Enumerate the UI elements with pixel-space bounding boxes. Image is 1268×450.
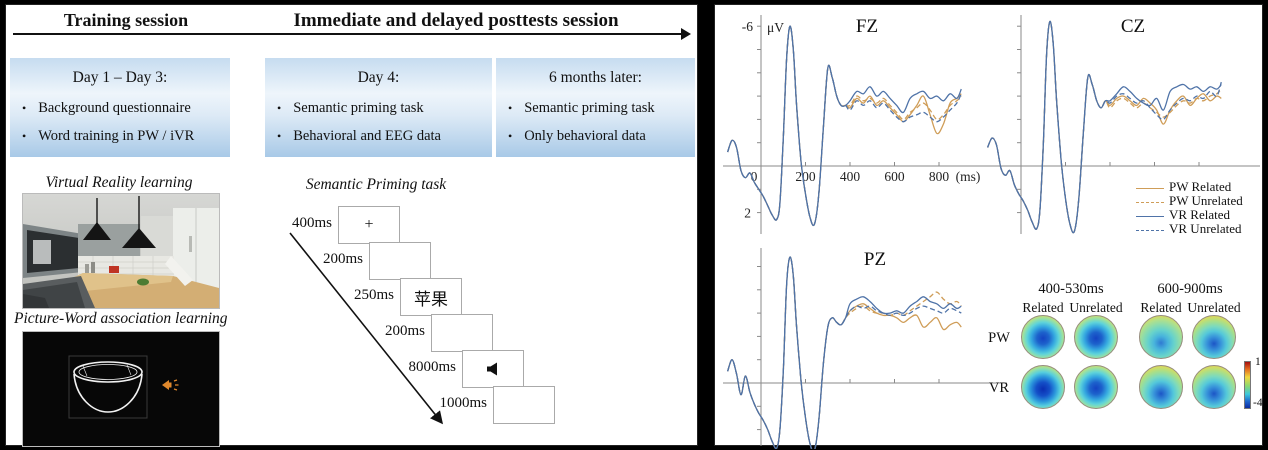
bowl-illustration bbox=[68, 355, 179, 419]
training-days-box: Day 1 – Day 3: Background questionnaire … bbox=[10, 58, 230, 157]
topo-window-late: 600-900ms bbox=[1157, 281, 1223, 297]
box-title: 6 months later: bbox=[549, 69, 642, 86]
green-bowl bbox=[137, 278, 149, 286]
topomap-vr-unrelated-early bbox=[1074, 365, 1118, 409]
box-bullet: Semantic priming task bbox=[508, 94, 691, 122]
svg-text:FZ: FZ bbox=[856, 16, 878, 37]
box-bullet: Word training in PW / iVR bbox=[22, 122, 226, 150]
legend-item: VR Unrelated bbox=[1136, 222, 1243, 236]
priming-step-blank bbox=[431, 314, 493, 352]
legend-item: PW Related bbox=[1136, 180, 1243, 194]
posttest-session-header: Immediate and delayed posttests session bbox=[293, 10, 619, 31]
red-pot bbox=[109, 266, 119, 273]
topo-condition-label: Unrelated bbox=[1187, 300, 1241, 315]
box-bullet: Background questionnaire bbox=[22, 94, 226, 122]
svg-text:600: 600 bbox=[884, 169, 905, 184]
topomap-vr-related-early bbox=[1021, 365, 1065, 409]
priming-step-fixation: + bbox=[338, 206, 400, 244]
topomap-vr-related-late bbox=[1139, 365, 1183, 409]
svg-text:(ms): (ms) bbox=[956, 169, 981, 184]
six-months-box: 6 months later: Semantic priming task On… bbox=[496, 58, 695, 157]
pendant-lamp-icon bbox=[83, 196, 156, 248]
speaker-icon bbox=[487, 362, 497, 376]
topomap-pw-unrelated-late bbox=[1192, 315, 1236, 359]
step-duration: 1000ms bbox=[439, 395, 487, 411]
step-duration: 250ms bbox=[353, 287, 394, 303]
vr-unrelated-line-sample bbox=[1136, 229, 1164, 231]
colorbar-max-label: 1 bbox=[1255, 356, 1261, 368]
priming-step-blank bbox=[369, 242, 431, 280]
vr-related-line-sample bbox=[1136, 215, 1164, 217]
svg-text:0: 0 bbox=[751, 169, 758, 184]
topo-colorbar bbox=[1244, 361, 1251, 409]
bowl-line-drawing bbox=[73, 361, 143, 413]
pw-unrelated-line-sample bbox=[1136, 201, 1164, 203]
chair bbox=[23, 294, 49, 308]
svg-text:PZ: PZ bbox=[864, 249, 886, 270]
kitchen-illustration bbox=[23, 194, 219, 308]
erp-plot-pz: PZ bbox=[723, 248, 1007, 449]
svg-text:μV: μV bbox=[767, 20, 784, 35]
priming-step-audio bbox=[462, 350, 524, 388]
tile-backsplash bbox=[78, 256, 174, 278]
step-duration: 400ms bbox=[291, 215, 332, 231]
svg-text:200: 200 bbox=[795, 169, 816, 184]
topomap-vr-unrelated-late bbox=[1192, 365, 1236, 409]
priming-step-blank bbox=[493, 386, 555, 424]
priming-task-title: Semantic Priming task bbox=[305, 176, 447, 193]
robot-arm bbox=[165, 256, 193, 286]
box-title: Day 1 – Day 3: bbox=[72, 69, 168, 86]
pw-related-line-sample bbox=[1136, 187, 1164, 189]
step-duration: 200ms bbox=[384, 323, 425, 339]
svg-text:-6: -6 bbox=[742, 19, 753, 34]
erp-legend: PW Related PW Unrelated VR Related VR Un… bbox=[1136, 180, 1243, 236]
topomap-pw-related-late bbox=[1139, 315, 1183, 359]
topo-row-pw: PW bbox=[988, 330, 1010, 346]
topo-row-vr: VR bbox=[988, 380, 1010, 396]
erp-results-panel: FZ 0 200 400 600 800 (ms) -6 μV 2 CZ PZ PW Relate… bbox=[714, 4, 1263, 449]
svg-text:CZ: CZ bbox=[1121, 16, 1145, 37]
vr-learning-caption: Virtual Reality learning bbox=[45, 174, 193, 191]
procedure-panel: Training session Immediate and delayed p… bbox=[5, 4, 698, 447]
erp-plot-cz: CZ bbox=[986, 15, 1260, 234]
colorbar-min-label: -4 bbox=[1253, 397, 1263, 409]
training-session-header: Training session bbox=[63, 10, 189, 30]
box-bullet: Behavioral and EEG data bbox=[277, 122, 488, 150]
timeline-arrowhead-icon bbox=[681, 28, 691, 40]
topo-window-early: 400-530ms bbox=[1038, 281, 1104, 297]
box-bullet: Semantic priming task bbox=[277, 94, 488, 122]
svg-text:400: 400 bbox=[840, 169, 861, 184]
timeline-line bbox=[13, 33, 681, 35]
step-duration: 8000ms bbox=[408, 359, 456, 375]
speaker-icon bbox=[162, 379, 179, 391]
legend-item: VR Related bbox=[1136, 208, 1243, 222]
sequence-arrow bbox=[289, 232, 443, 425]
vr-kitchen-image bbox=[22, 193, 220, 309]
step-duration: 200ms bbox=[322, 251, 363, 267]
topo-condition-label: Related bbox=[1140, 300, 1182, 315]
svg-text:2: 2 bbox=[744, 206, 751, 221]
svg-text:800: 800 bbox=[929, 169, 950, 184]
topomap-pw-related-early bbox=[1021, 315, 1065, 359]
day4-box: Day 4: Semantic priming task Behavioral … bbox=[265, 58, 492, 157]
box-title: Day 4: bbox=[357, 69, 400, 86]
fixation-cross: + bbox=[364, 216, 374, 233]
box-bullet: Only behavioral data bbox=[508, 122, 691, 150]
prime-word: 苹果 bbox=[414, 289, 448, 309]
picture-word-image bbox=[22, 331, 220, 447]
pw-learning-caption: Picture-Word association learning bbox=[14, 310, 228, 327]
topomap-pw-unrelated-early bbox=[1074, 315, 1118, 359]
erp-plot-fz: FZ 0 200 400 600 800 (ms) -6 μV 2 bbox=[723, 15, 1007, 234]
legend-item: PW Unrelated bbox=[1136, 194, 1243, 208]
topo-condition-label: Unrelated bbox=[1069, 300, 1123, 315]
topo-condition-label: Related bbox=[1022, 300, 1064, 315]
